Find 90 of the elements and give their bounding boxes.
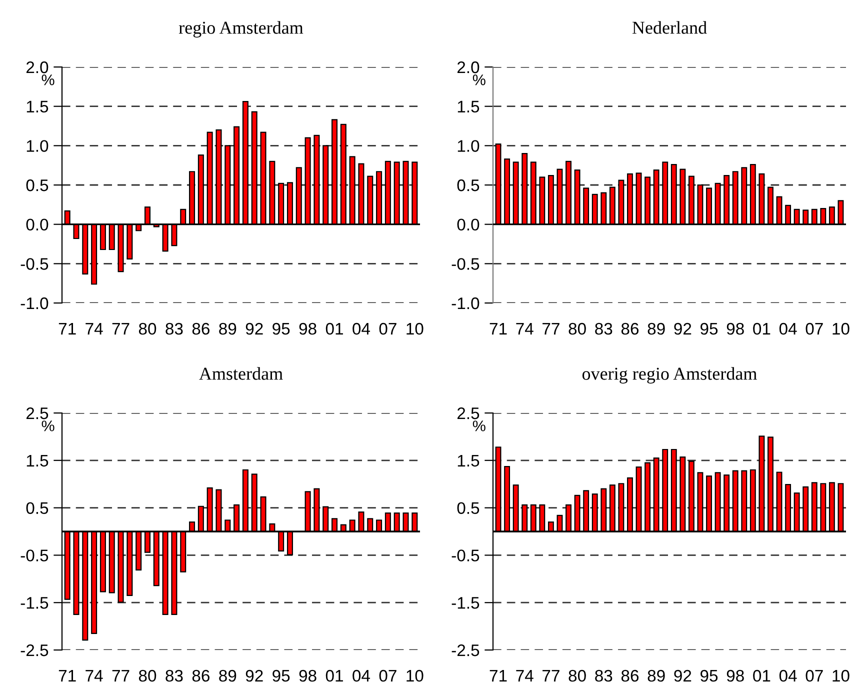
x-tick-label: 77 — [542, 323, 560, 335]
x-tick-label: 86 — [192, 670, 210, 682]
y-axis-title: % — [472, 74, 486, 86]
x-tick-label: 83 — [595, 322, 612, 335]
x-tick-label: 71 — [58, 323, 76, 335]
y-axis-title: % — [42, 420, 54, 432]
y-tick-label: -2.5 — [20, 644, 48, 656]
x-tick-label: 71 — [58, 670, 76, 682]
y-tick-label: 2.0 — [26, 61, 48, 74]
x-tick-label: 01 — [753, 670, 770, 682]
x-tick-label: 86 — [621, 322, 639, 335]
x-tick-label: 80 — [568, 670, 586, 682]
x-tick-label: 98 — [726, 322, 744, 335]
x-tick-label: 83 — [166, 322, 183, 335]
chart-title: regio Amsterdam — [178, 21, 304, 38]
y-axis-title: % — [472, 420, 486, 432]
x-tick-label: 86 — [621, 670, 639, 682]
x-tick-label: 71 — [490, 670, 507, 682]
x-tick-label: 07 — [806, 322, 823, 335]
y-tick-label: 0.0 — [26, 218, 48, 231]
x-tick-label: 89 — [219, 322, 236, 335]
x-tick-label: 95 — [272, 322, 290, 335]
y-tick-label: 0.5 — [26, 502, 48, 514]
x-tick-label: 86 — [192, 322, 210, 335]
x-tick-label: 89 — [648, 670, 665, 682]
x-tick-label: 98 — [726, 670, 744, 682]
x-tick-label: 04 — [779, 670, 797, 682]
x-tick-label: 10 — [406, 322, 424, 335]
x-tick-label: 04 — [352, 670, 370, 682]
x-tick-label: 10 — [406, 670, 424, 682]
x-tick-label: 07 — [379, 670, 396, 682]
x-tick-label: 74 — [516, 323, 534, 335]
x-tick-label: 77 — [112, 323, 130, 335]
x-tick-label: 01 — [326, 670, 343, 682]
y-tick-label: 0.5 — [457, 502, 480, 514]
y-tick-label: 1.5 — [26, 454, 48, 467]
y-tick-label: 2.5 — [457, 407, 480, 420]
x-tick-label: 04 — [352, 322, 370, 335]
x-tick-label: 77 — [542, 670, 560, 682]
x-tick-label: 89 — [219, 670, 236, 682]
x-tick-label: 71 — [490, 323, 507, 335]
x-tick-label: 92 — [674, 322, 692, 335]
x-tick-label: 07 — [806, 670, 823, 682]
x-tick-label: 83 — [166, 670, 183, 682]
x-tick-label: 95 — [272, 670, 290, 682]
x-tick-label: 77 — [112, 670, 130, 682]
y-tick-label: -1.5 — [452, 597, 480, 609]
y-tick-label: -2.5 — [452, 644, 480, 656]
y-tick-label: -1.0 — [20, 297, 48, 310]
y-tick-label: -0.5 — [20, 258, 48, 270]
x-tick-label: 74 — [86, 670, 103, 682]
x-tick-label: 80 — [568, 322, 586, 335]
x-tick-label: 07 — [379, 322, 396, 335]
y-tick-label: 1.5 — [26, 100, 48, 113]
x-tick-label: 95 — [700, 322, 718, 335]
x-tick-label: 01 — [326, 322, 343, 335]
x-tick-label: 95 — [700, 670, 718, 682]
x-tick-label: 80 — [138, 670, 156, 682]
y-tick-label: 1.5 — [458, 454, 480, 467]
y-tick-label: 1.5 — [458, 100, 480, 113]
x-tick-label: 98 — [299, 670, 316, 682]
y-tick-label: -0.5 — [20, 550, 48, 562]
x-tick-label: 98 — [299, 322, 316, 335]
y-tick-label: 0.5 — [457, 179, 480, 192]
x-tick-label: 92 — [674, 670, 692, 682]
x-tick-label: 83 — [595, 670, 612, 682]
x-tick-label: 04 — [779, 322, 797, 335]
x-tick-label: 89 — [648, 322, 665, 335]
y-tick-label: 0.0 — [457, 218, 480, 231]
chart-title: overig regio Amsterdam — [582, 367, 757, 384]
y-tick-label: 2.0 — [457, 61, 480, 74]
x-tick-label: 74 — [516, 670, 534, 682]
x-tick-label: 74 — [86, 323, 103, 335]
x-tick-label: 80 — [138, 322, 156, 335]
y-tick-label: -1.0 — [452, 297, 480, 310]
y-tick-label: -0.5 — [452, 258, 480, 270]
x-tick-label: 92 — [246, 670, 263, 682]
y-axis-title: % — [42, 74, 54, 86]
y-tick-label: 1.0 — [26, 140, 48, 152]
chart-title: Nederland — [632, 21, 707, 34]
x-tick-label: 10 — [832, 322, 850, 335]
y-tick-label: 1.0 — [458, 140, 480, 152]
y-tick-label: -1.5 — [20, 597, 48, 609]
y-tick-label: 0.5 — [26, 179, 48, 192]
y-tick-label: 2.5 — [26, 407, 48, 420]
chart-title: Amsterdam — [199, 367, 283, 380]
y-tick-label: -0.5 — [452, 550, 480, 562]
x-tick-label: 92 — [246, 322, 263, 335]
x-tick-label: 01 — [753, 322, 770, 335]
x-tick-label: 10 — [832, 670, 850, 682]
